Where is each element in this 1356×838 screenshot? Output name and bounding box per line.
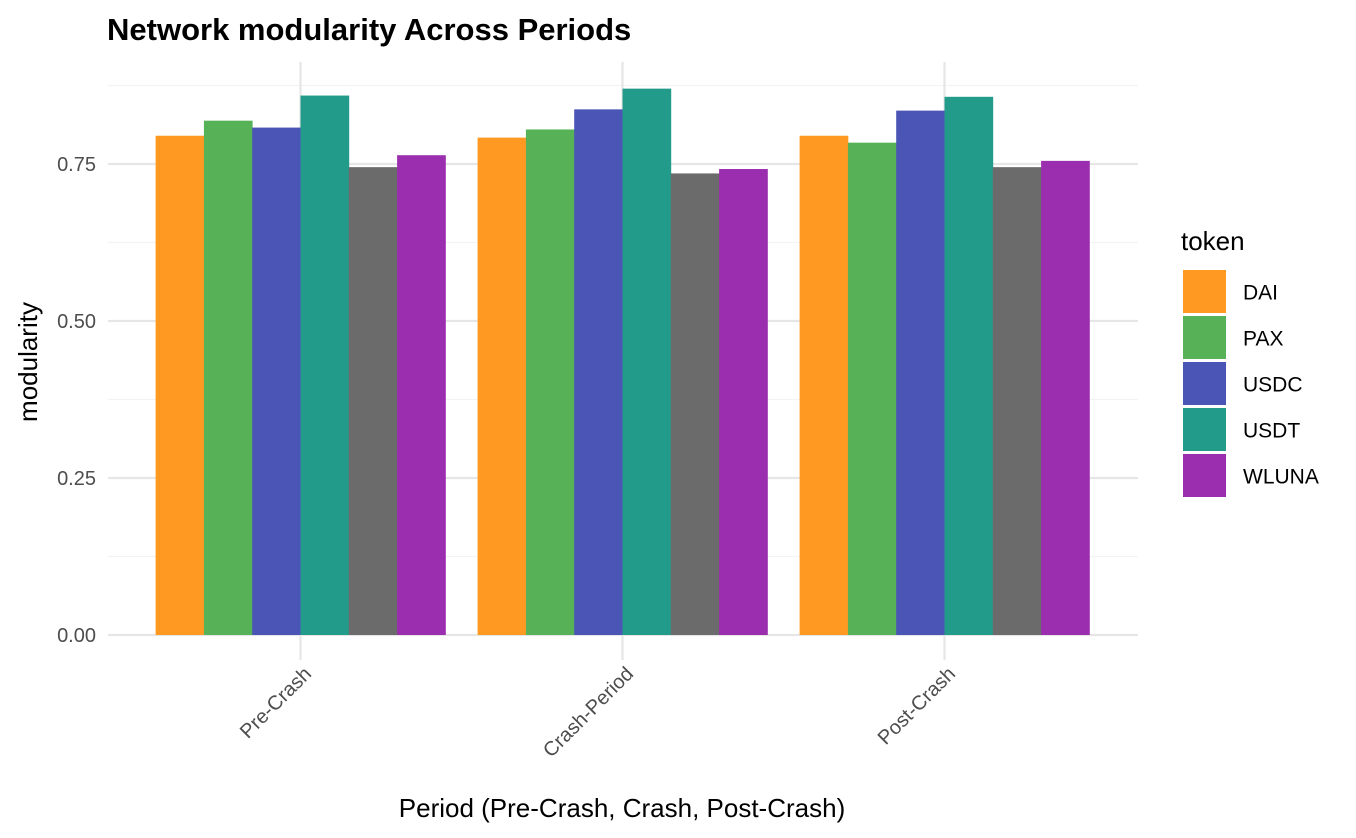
bar — [348, 167, 398, 635]
bar — [155, 135, 205, 636]
legend-swatch — [1183, 270, 1226, 313]
x-axis-title: Period (Pre-Crash, Crash, Post-Crash) — [399, 793, 845, 823]
bar — [203, 120, 253, 636]
legend-title: token — [1181, 226, 1245, 256]
bar — [574, 109, 623, 635]
bar — [670, 173, 720, 636]
y-tick-label: 0.50 — [57, 311, 96, 333]
legend-swatch — [1183, 454, 1226, 497]
legend-label: USDT — [1243, 420, 1300, 443]
legend-swatch — [1183, 408, 1226, 451]
legend-swatch — [1183, 362, 1226, 405]
bar — [896, 110, 945, 636]
bar — [799, 135, 849, 636]
legend: token DAI PAX USDC USDT WLUNA — [1181, 226, 1319, 497]
bar — [477, 137, 527, 635]
legend-label: WLUNA — [1243, 466, 1319, 489]
y-tick-label: 0.25 — [57, 468, 96, 490]
bar — [397, 155, 446, 635]
legend-label: PAX — [1243, 328, 1283, 351]
bar — [525, 129, 575, 635]
y-tick-label: 0.75 — [57, 154, 96, 176]
bar — [300, 95, 350, 636]
bar — [847, 142, 897, 635]
y-tick-label: 0.00 — [57, 625, 96, 647]
bar — [719, 169, 768, 636]
y-axis-title: modularity — [13, 302, 43, 422]
legend-swatch — [1183, 316, 1226, 359]
bar — [944, 96, 994, 635]
bar — [1041, 160, 1090, 636]
legend-label: USDC — [1243, 374, 1303, 397]
bars — [155, 88, 1090, 636]
chart-title: Network modularity Across Periods — [107, 12, 631, 47]
legend-label: DAI — [1243, 282, 1278, 305]
y-axis-ticks: 0.00 0.25 0.50 0.75 — [57, 154, 96, 647]
bar — [252, 127, 301, 636]
bar — [992, 167, 1042, 635]
bar — [622, 88, 672, 635]
